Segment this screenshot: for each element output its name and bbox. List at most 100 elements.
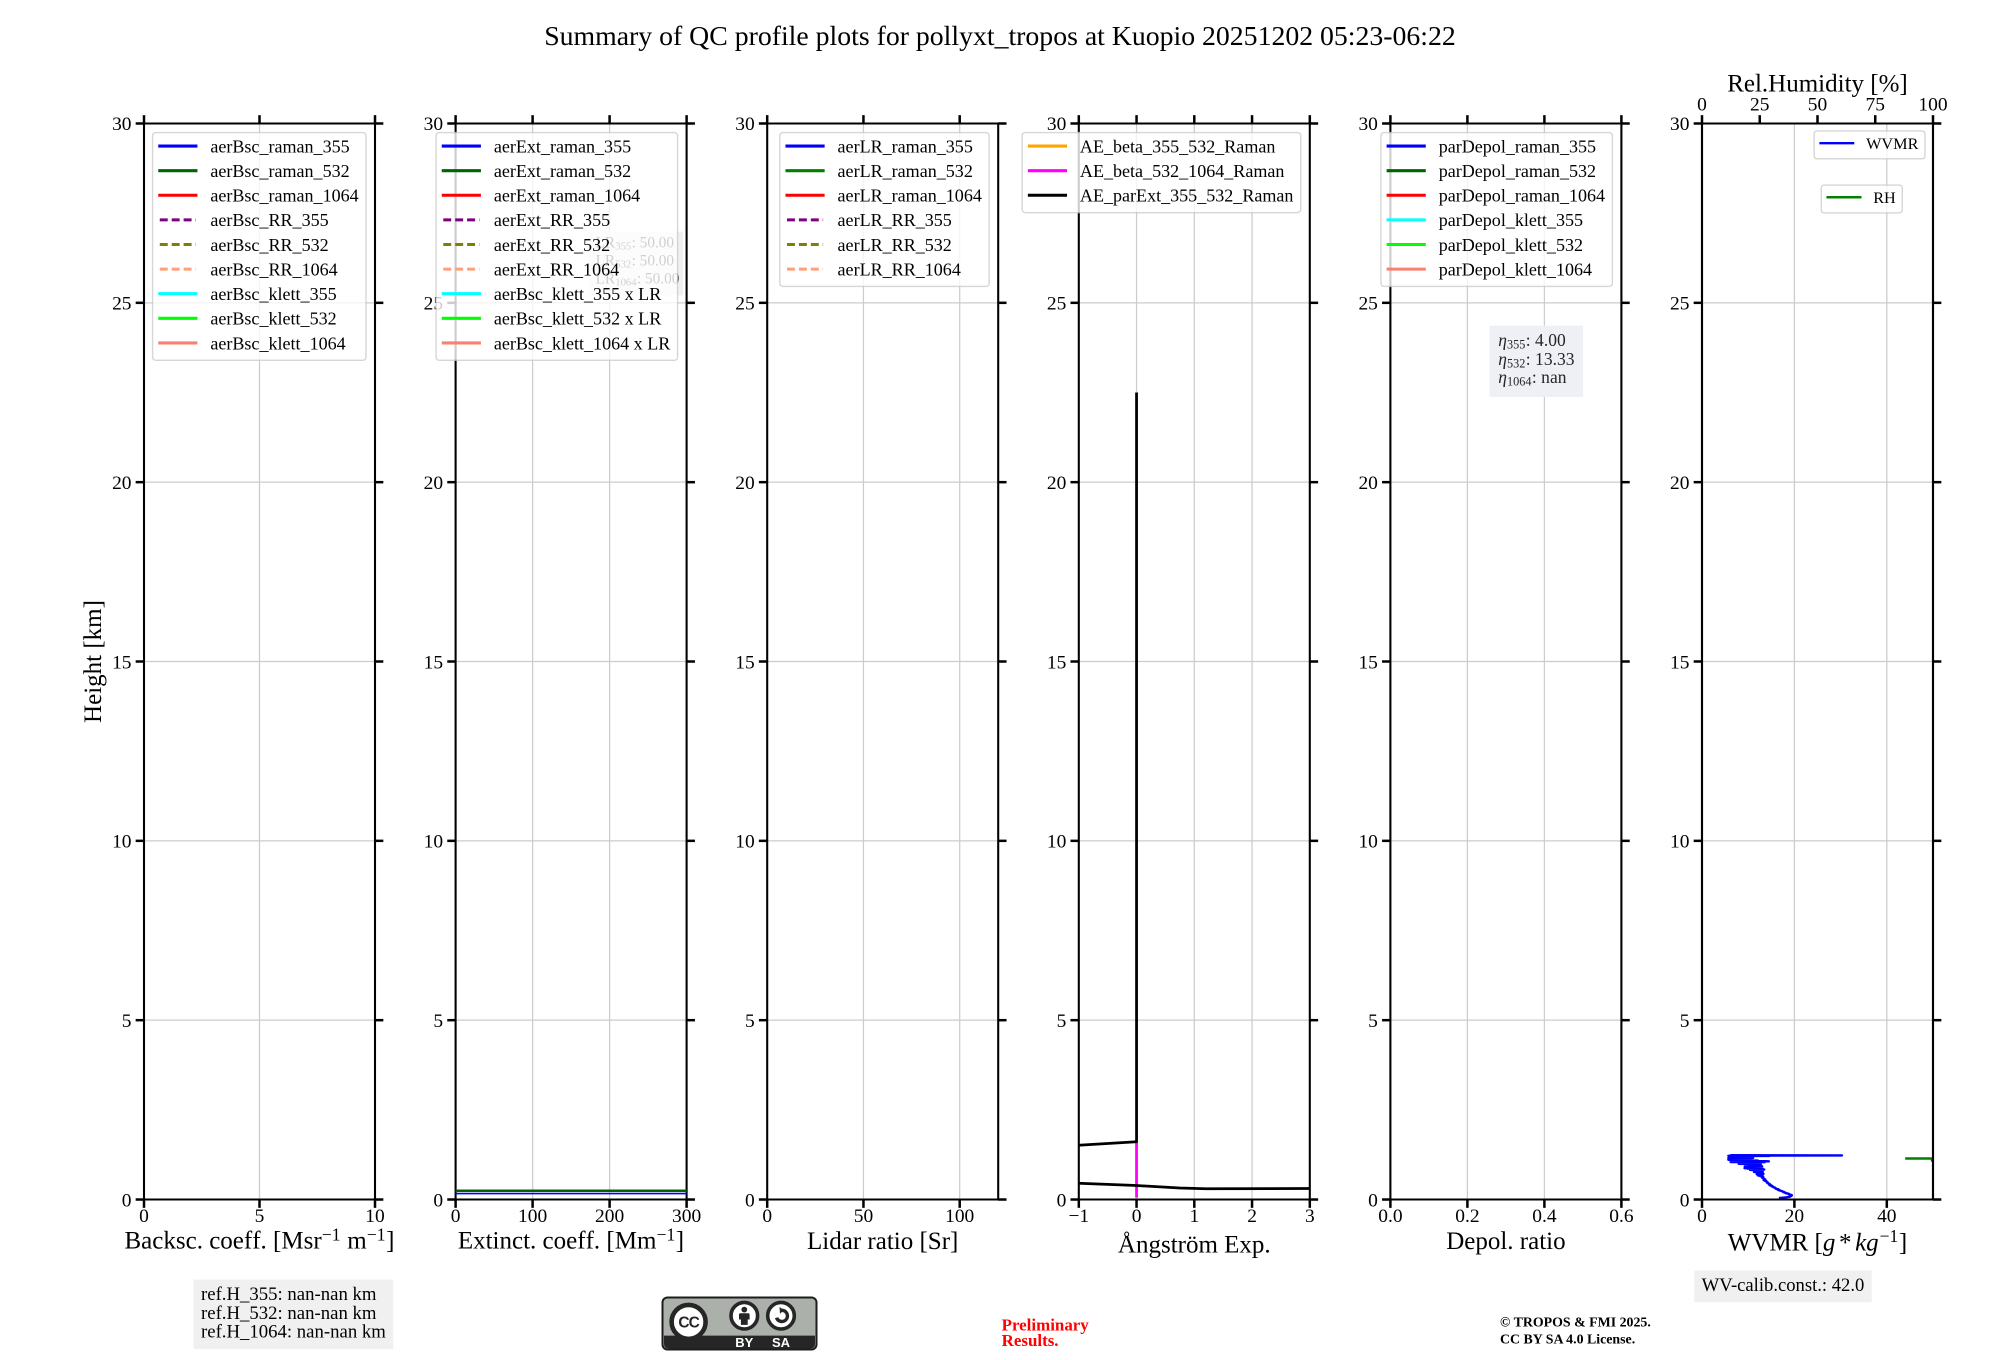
svg-text:W V M R: W V M R [ * ] g k g − 1 xyxy=(1728,1222,1914,1256)
svg-text:E x t i: E x t i n c t . c o e f f . [ M m ] − 1 xyxy=(458,1220,690,1254)
svg-text:BY: BY xyxy=(735,1335,753,1350)
svg-text:aerLR_RR_532: aerLR_RR_532 xyxy=(838,235,952,255)
svg-text:parDepol_raman_1064: parDepol_raman_1064 xyxy=(1439,186,1605,206)
svg-text:0: 0 xyxy=(433,1190,443,1211)
svg-text:aerBsc_RR_532: aerBsc_RR_532 xyxy=(210,235,328,255)
svg-text:aerBsc_RR_355: aerBsc_RR_355 xyxy=(210,210,328,230)
svg-text:20: 20 xyxy=(1670,473,1689,494)
svg-text:25: 25 xyxy=(1670,294,1689,315)
svg-text:10: 10 xyxy=(1670,832,1689,853)
svg-text:0: 0 xyxy=(1697,94,1707,115)
svg-text:ref.H_355: nan-nan km: ref.H_355: nan-nan km xyxy=(201,1284,377,1305)
svg-text:aerBsc_RR_1064: aerBsc_RR_1064 xyxy=(210,259,337,279)
svg-text:Height [km]: Height [km] xyxy=(80,600,107,723)
svg-text:SA: SA xyxy=(772,1335,791,1350)
svg-text:5: 5 xyxy=(1680,1011,1690,1032)
svg-text:B a c k: B a c k s c . c o e f f . [ M s r m ] − xyxy=(125,1220,401,1254)
svg-text:25: 25 xyxy=(1750,94,1769,115)
svg-text:10: 10 xyxy=(424,832,443,853)
svg-text:aerLR_RR_355: aerLR_RR_355 xyxy=(838,210,952,230)
svg-text:30: 30 xyxy=(735,114,754,135)
svg-text:aerBsc_klett_532: aerBsc_klett_532 xyxy=(210,309,336,329)
svg-text:AE_beta_532_1064_Raman: AE_beta_532_1064_Raman xyxy=(1080,161,1285,181)
svg-text:0: 0 xyxy=(139,1206,149,1227)
svg-text:0: 0 xyxy=(1132,1206,1142,1227)
svg-text:aerBsc_raman_532: aerBsc_raman_532 xyxy=(210,161,349,181)
svg-text:0.0: 0.0 xyxy=(1378,1206,1402,1227)
svg-text:20: 20 xyxy=(424,473,443,494)
svg-text:15: 15 xyxy=(1670,652,1689,673)
svg-text:10: 10 xyxy=(1358,832,1377,853)
svg-text:30: 30 xyxy=(1670,114,1689,135)
svg-text:aerExt_raman_1064: aerExt_raman_1064 xyxy=(494,186,640,206)
svg-text:η 5 3 2: η 5 3 2 : 1 3 . 3 3 xyxy=(1498,345,1574,372)
svg-text:aerBsc_klett_532 x LR: aerBsc_klett_532 x LR xyxy=(494,309,662,329)
svg-text:aerBsc_raman_1064: aerBsc_raman_1064 xyxy=(210,186,358,206)
svg-text:5: 5 xyxy=(433,1011,443,1032)
svg-text:15: 15 xyxy=(424,652,443,673)
svg-text:ref.H_532: nan-nan km: ref.H_532: nan-nan km xyxy=(201,1303,377,1324)
svg-text:0: 0 xyxy=(1057,1190,1067,1211)
svg-text:aerBsc_klett_1064 x LR: aerBsc_klett_1064 x LR xyxy=(494,333,671,353)
svg-text:25: 25 xyxy=(1358,294,1377,315)
svg-text:100: 100 xyxy=(945,1206,974,1227)
svg-text:25: 25 xyxy=(1047,294,1066,315)
svg-text:0: 0 xyxy=(762,1206,772,1227)
svg-text:0: 0 xyxy=(1368,1190,1378,1211)
svg-text:aerExt_RR_1064: aerExt_RR_1064 xyxy=(494,259,619,279)
svg-text:Ångström Exp.: Ångström Exp. xyxy=(1118,1231,1271,1258)
svg-text:5: 5 xyxy=(1368,1011,1378,1032)
svg-text:aerBsc_klett_355: aerBsc_klett_355 xyxy=(210,284,336,304)
svg-text:Preliminary: Preliminary xyxy=(1002,1315,1090,1334)
svg-text:20: 20 xyxy=(112,473,131,494)
svg-text:5: 5 xyxy=(122,1011,132,1032)
svg-text:Summary of QC profile plots fo: Summary of QC profile plots for pollyxt_… xyxy=(544,21,1456,52)
svg-text:25: 25 xyxy=(735,294,754,315)
svg-text:0.6: 0.6 xyxy=(1609,1206,1634,1227)
svg-text:parDepol_raman_355: parDepol_raman_355 xyxy=(1439,136,1596,156)
svg-text:1: 1 xyxy=(1189,1206,1199,1227)
svg-text:aerExt_raman_355: aerExt_raman_355 xyxy=(494,136,631,156)
svg-text:15: 15 xyxy=(1047,652,1066,673)
svg-text:WVMR: WVMR xyxy=(1866,135,1919,153)
svg-text:Rel.Humidity [%]: Rel.Humidity [%] xyxy=(1727,70,1908,97)
svg-text:200: 200 xyxy=(595,1206,624,1227)
svg-text:3: 3 xyxy=(1305,1206,1315,1227)
svg-text:0.2: 0.2 xyxy=(1455,1206,1479,1227)
svg-text:10: 10 xyxy=(365,1206,384,1227)
svg-text:0: 0 xyxy=(1697,1206,1707,1227)
svg-text:0: 0 xyxy=(451,1206,461,1227)
svg-text:aerLR_raman_532: aerLR_raman_532 xyxy=(838,161,973,181)
svg-text:0: 0 xyxy=(122,1190,132,1211)
svg-text:aerExt_raman_532: aerExt_raman_532 xyxy=(494,161,631,181)
svg-text:ref.H_1064: nan-nan km: ref.H_1064: nan-nan km xyxy=(201,1322,386,1343)
svg-text:aerLR_raman_355: aerLR_raman_355 xyxy=(838,136,973,156)
svg-text:20: 20 xyxy=(735,473,754,494)
svg-text:50: 50 xyxy=(854,1206,873,1227)
svg-text:−1: −1 xyxy=(1068,1206,1089,1227)
svg-text:aerLR_raman_1064: aerLR_raman_1064 xyxy=(838,186,982,206)
svg-text:15: 15 xyxy=(1358,652,1377,673)
svg-text:2: 2 xyxy=(1247,1206,1257,1227)
svg-text:aerBsc_raman_355: aerBsc_raman_355 xyxy=(210,136,349,156)
svg-text:20: 20 xyxy=(1785,1206,1804,1227)
svg-text:10: 10 xyxy=(1047,832,1066,853)
svg-text:aerLR_RR_1064: aerLR_RR_1064 xyxy=(838,259,961,279)
svg-text:parDepol_klett_532: parDepol_klett_532 xyxy=(1439,235,1583,255)
svg-text:aerBsc_klett_1064: aerBsc_klett_1064 xyxy=(210,333,345,353)
svg-text:300: 300 xyxy=(672,1206,701,1227)
svg-text:RH: RH xyxy=(1873,189,1896,207)
svg-text:10: 10 xyxy=(735,832,754,853)
svg-text:25: 25 xyxy=(112,294,131,315)
svg-text:20: 20 xyxy=(1358,473,1377,494)
svg-text:40: 40 xyxy=(1877,1206,1896,1227)
svg-text:aerExt_RR_532: aerExt_RR_532 xyxy=(494,235,610,255)
svg-text:© TROPOS & FMI 2025.: © TROPOS & FMI 2025. xyxy=(1500,1315,1651,1330)
svg-text:CC: CC xyxy=(678,1314,699,1331)
svg-text:15: 15 xyxy=(112,652,131,673)
svg-text:parDepol_raman_532: parDepol_raman_532 xyxy=(1439,161,1596,181)
svg-text:20: 20 xyxy=(1047,473,1066,494)
svg-text:aerExt_RR_355: aerExt_RR_355 xyxy=(494,210,610,230)
svg-text:15: 15 xyxy=(735,652,754,673)
svg-text:30: 30 xyxy=(112,114,131,135)
